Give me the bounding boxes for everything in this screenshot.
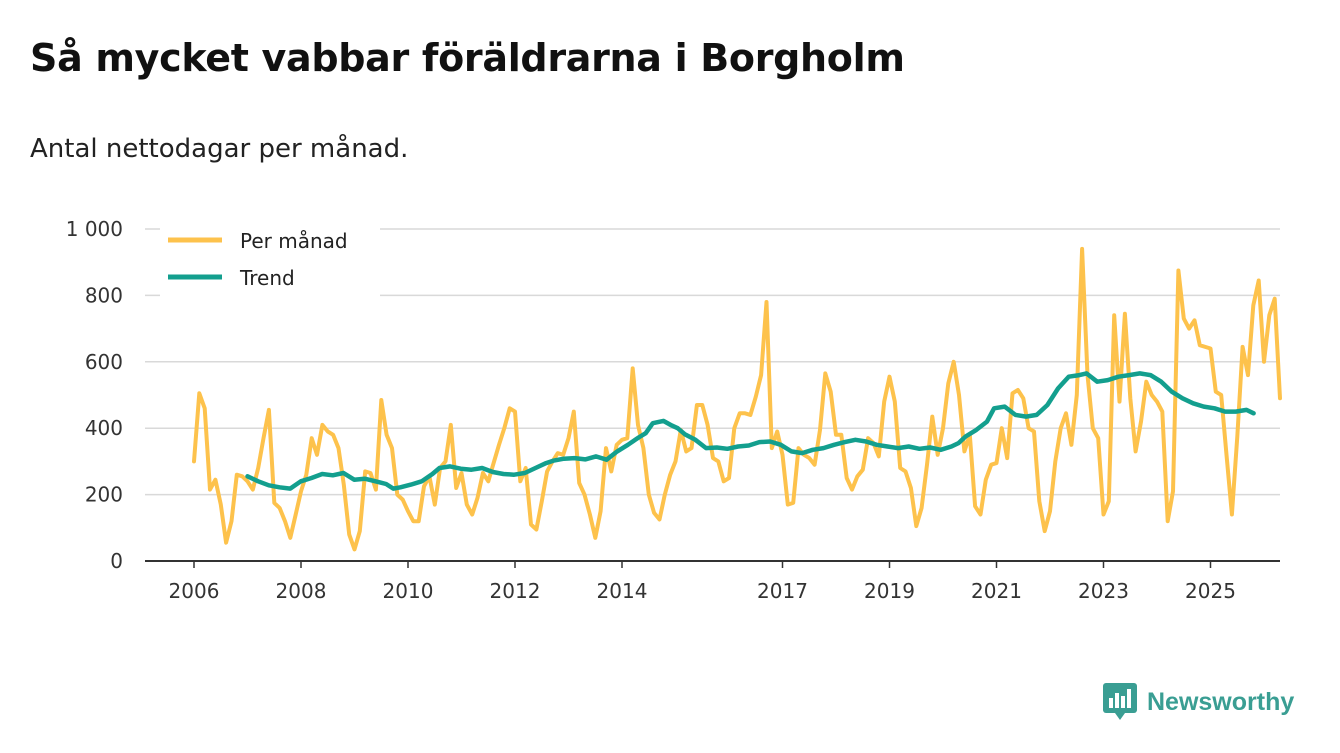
chart-subtitle: Antal nettodagar per månad.	[30, 134, 409, 164]
x-tick-label: 2006	[169, 579, 220, 603]
x-tick-label: 2019	[864, 579, 915, 603]
x-tick-label: 2023	[1078, 579, 1129, 603]
brand[interactable]: Newsworthy	[1103, 683, 1294, 721]
x-tick-label: 2010	[383, 579, 434, 603]
y-tick-label: 200	[85, 483, 123, 507]
series-line-trend	[245, 371, 1256, 491]
legend-background	[160, 222, 380, 298]
chart-title: Så mycket vabbar föräldrarna i Borgholm	[30, 36, 905, 80]
newsworthy-logo-icon	[1103, 683, 1137, 720]
series-line-monthly	[192, 246, 1282, 552]
y-tick-label: 400	[85, 416, 123, 440]
y-axis-ticks: 0 200 400 600 800 1 000	[66, 217, 123, 573]
x-tick-label: 2014	[597, 579, 648, 603]
x-tick-label: 2025	[1185, 579, 1236, 603]
legend-label-trend: Trend	[239, 266, 295, 290]
x-tick-label: 2012	[490, 579, 541, 603]
y-tick-label: 800	[85, 283, 123, 307]
y-tick-label: 600	[85, 350, 123, 374]
x-tick-label: 2021	[971, 579, 1022, 603]
legend: Per månad Trend	[160, 222, 380, 298]
series-lines	[192, 246, 1282, 552]
x-axis-ticks: 2006 2008 2010 2012 2014 2017 2019 2021 2023 2025	[169, 561, 1236, 603]
y-tick-label: 0	[110, 549, 123, 573]
x-tick-label: 2017	[757, 579, 808, 603]
y-tick-label: 1 000	[66, 217, 123, 241]
brand-name: Newsworthy	[1147, 687, 1295, 716]
legend-label-monthly: Per månad	[240, 229, 348, 253]
x-tick-label: 2008	[276, 579, 327, 603]
